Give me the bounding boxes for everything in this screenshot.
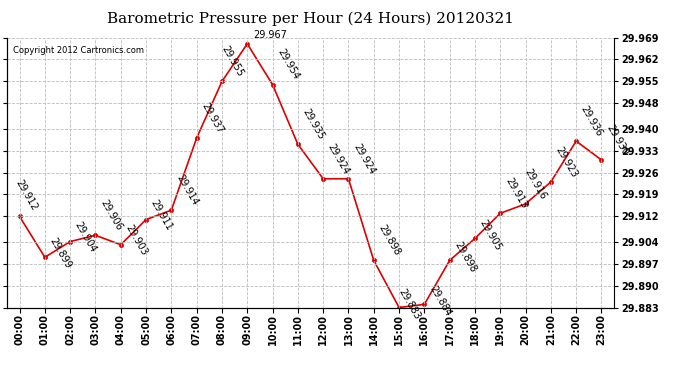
Text: 29.903: 29.903 xyxy=(124,223,149,257)
Text: 29.904: 29.904 xyxy=(73,220,99,254)
Text: 29.924: 29.924 xyxy=(351,142,377,176)
Text: Copyright 2012 Cartronics.com: Copyright 2012 Cartronics.com xyxy=(13,46,144,55)
Text: 29.905: 29.905 xyxy=(477,218,503,252)
Text: 29.898: 29.898 xyxy=(377,224,402,258)
Text: 29.930: 29.930 xyxy=(604,123,630,157)
Text: 29.935: 29.935 xyxy=(301,107,326,141)
Text: 29.923: 29.923 xyxy=(553,145,579,179)
Text: Barometric Pressure per Hour (24 Hours) 20120321: Barometric Pressure per Hour (24 Hours) … xyxy=(107,11,514,26)
Text: 29.898: 29.898 xyxy=(453,240,478,274)
Text: 29.954: 29.954 xyxy=(275,48,301,82)
Text: 29.936: 29.936 xyxy=(579,104,604,138)
Text: 29.937: 29.937 xyxy=(199,101,225,135)
Text: 29.924: 29.924 xyxy=(326,142,351,176)
Text: 29.914: 29.914 xyxy=(174,173,199,207)
Text: 29.913: 29.913 xyxy=(503,176,529,210)
Text: 29.912: 29.912 xyxy=(14,178,39,212)
Text: 29.883: 29.883 xyxy=(396,287,422,321)
Text: 29.916: 29.916 xyxy=(523,167,549,201)
Text: 29.955: 29.955 xyxy=(219,44,245,79)
Text: 29.899: 29.899 xyxy=(48,236,73,270)
Text: 29.884: 29.884 xyxy=(427,284,453,318)
Text: 29.906: 29.906 xyxy=(98,198,124,232)
Text: 29.911: 29.911 xyxy=(149,198,175,232)
Text: 29.967: 29.967 xyxy=(253,30,286,40)
